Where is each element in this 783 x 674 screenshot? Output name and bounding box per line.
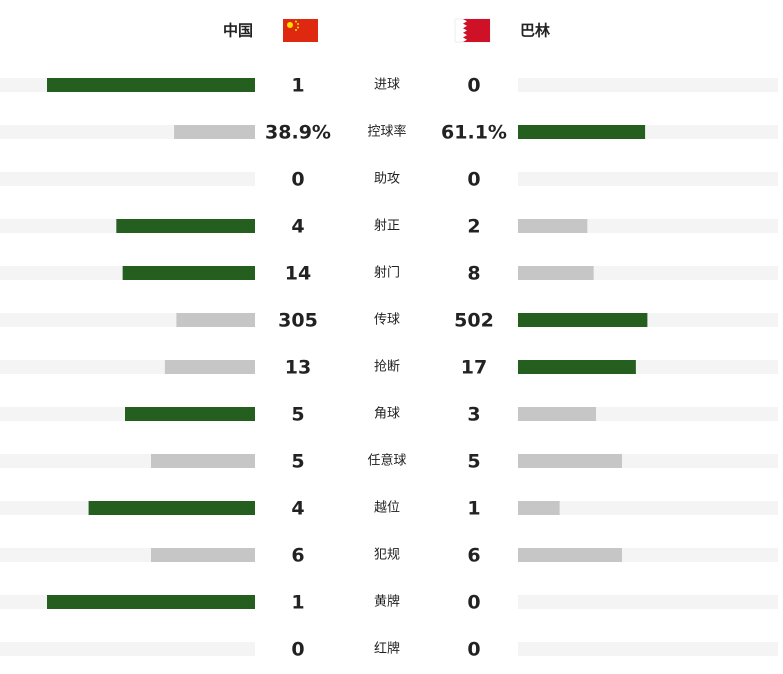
stat-label: 犯规: [374, 548, 400, 563]
home-bar: [47, 78, 255, 92]
away-bar: [518, 407, 596, 421]
track: [0, 642, 255, 656]
away-value: 0: [467, 639, 480, 661]
stat-label: 射门: [374, 265, 400, 281]
home-value: 4: [291, 498, 304, 520]
away-value: 0: [467, 169, 480, 191]
away-value: 17: [461, 357, 487, 379]
home-bar: [116, 219, 255, 233]
stat-label: 控球率: [367, 124, 406, 140]
home-value: 1: [291, 75, 304, 97]
away-value: 0: [467, 592, 480, 614]
home-value: 6: [291, 545, 304, 567]
home-value: 1: [291, 592, 304, 614]
home-value: 38.9%: [265, 122, 331, 144]
home-value: 4: [291, 216, 304, 238]
stat-label: 传球: [374, 313, 400, 328]
stat-label: 黄牌: [374, 594, 400, 610]
away-value: 1: [467, 498, 480, 520]
away-value: 0: [467, 75, 480, 97]
away-bar: [518, 360, 636, 374]
stat-label: 射正: [374, 218, 400, 234]
stat-label: 任意球: [367, 453, 406, 469]
away-value: 5: [467, 451, 480, 473]
away-value: 502: [454, 310, 494, 332]
away-value: 3: [467, 404, 480, 426]
home-bar: [125, 407, 255, 421]
home-bar: [151, 454, 255, 468]
away-value: 2: [467, 216, 480, 238]
home-value: 0: [291, 639, 304, 661]
away-bar: [518, 548, 622, 562]
away-bar: [518, 313, 648, 327]
home-value: 305: [278, 310, 318, 332]
away-bar: [518, 266, 594, 280]
home-bar: [176, 313, 255, 327]
home-flag: [283, 19, 318, 42]
track: [518, 172, 778, 186]
stat-label: 抢断: [374, 359, 400, 375]
away-flag: [454, 18, 491, 43]
home-bar: [47, 595, 255, 609]
home-value: 0: [291, 169, 304, 191]
away-bar: [518, 219, 588, 233]
track: [518, 501, 778, 515]
home-value: 5: [291, 404, 304, 426]
stat-label: 助攻: [374, 172, 400, 187]
home-bar: [164, 360, 255, 374]
track: [518, 78, 778, 92]
away-bar: [518, 501, 560, 515]
away-bar: [518, 125, 646, 139]
home-value: 14: [285, 263, 311, 285]
home-team: 中国: [223, 22, 253, 40]
away-team: 巴林: [520, 22, 551, 40]
stat-label: 红牌: [374, 641, 400, 657]
stat-label: 进球: [374, 78, 400, 93]
home-bar: [122, 266, 256, 280]
home-bar: [88, 501, 255, 515]
home-bar: [151, 548, 255, 562]
home-bar: [174, 125, 255, 139]
away-value: 6: [467, 545, 480, 567]
stat-label: 越位: [374, 501, 400, 516]
track: [0, 172, 255, 186]
home-value: 5: [291, 451, 304, 473]
away-value: 61.1%: [441, 122, 507, 144]
away-bar: [518, 454, 622, 468]
away-value: 8: [467, 263, 480, 285]
stat-label: 角球: [374, 407, 400, 422]
home-value: 13: [285, 357, 311, 379]
track: [518, 595, 778, 609]
track: [518, 642, 778, 656]
